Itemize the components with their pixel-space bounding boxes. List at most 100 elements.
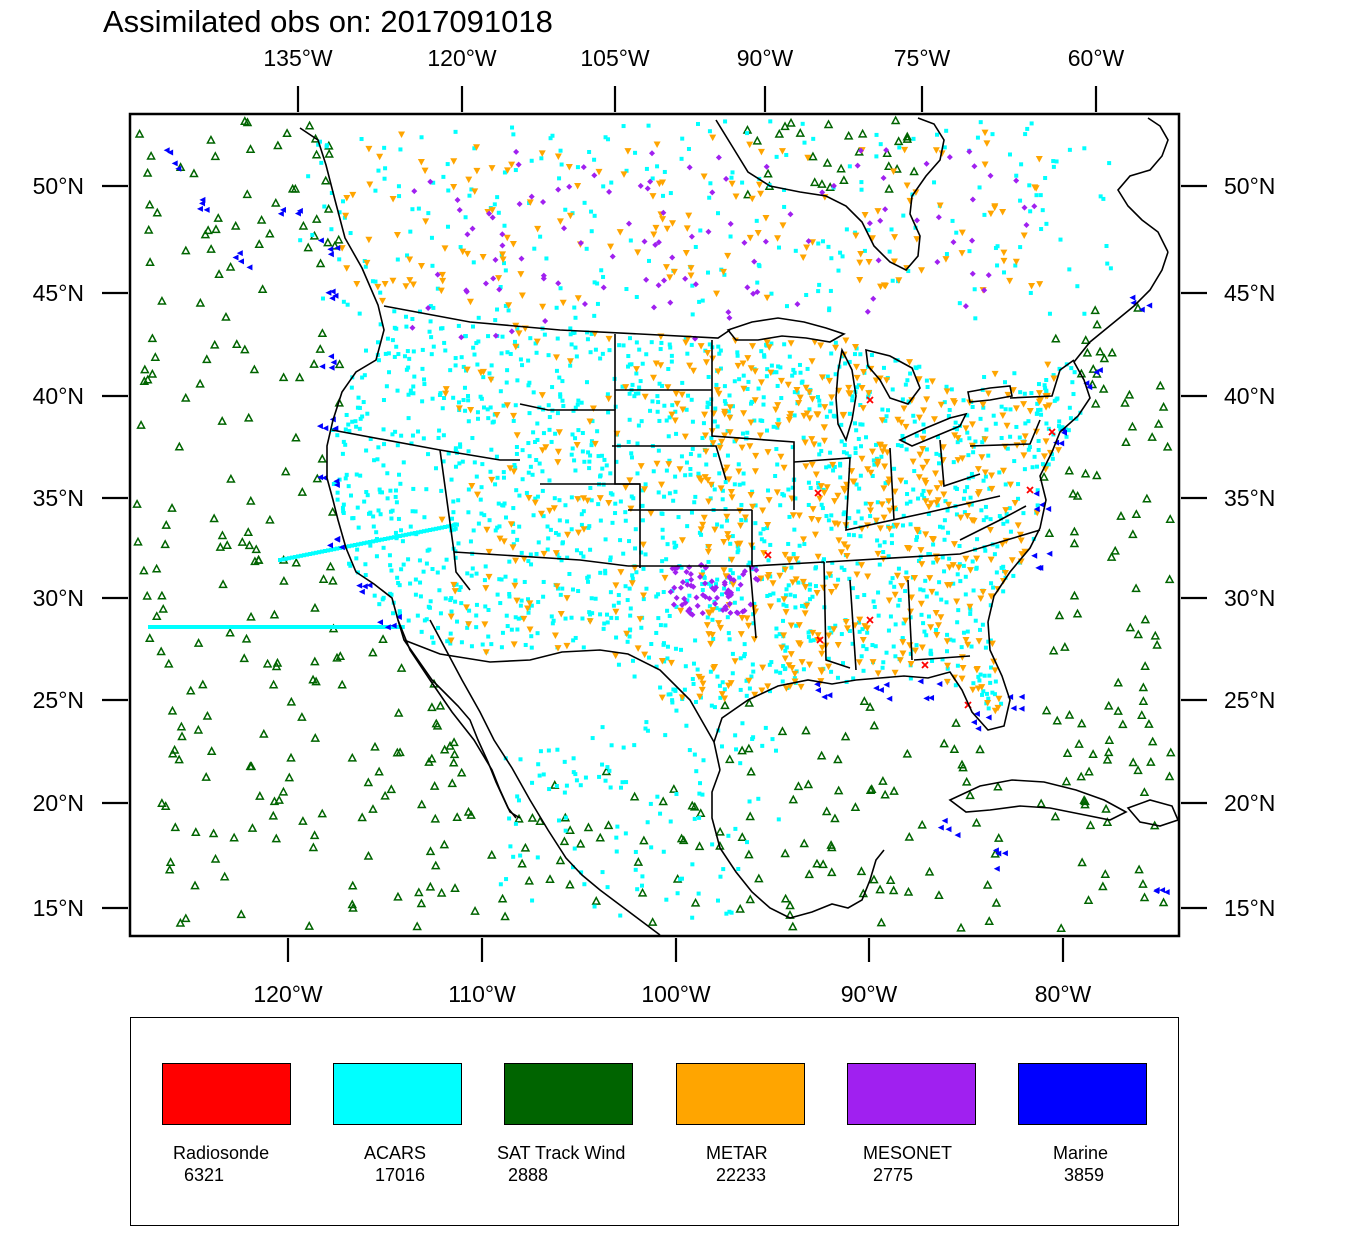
obs-dot bbox=[356, 395, 361, 400]
obs-dot bbox=[527, 411, 532, 416]
obs-dot bbox=[568, 363, 573, 368]
obs-dot bbox=[587, 459, 592, 464]
obs-dot bbox=[478, 394, 483, 399]
obs-triangle bbox=[147, 368, 158, 378]
obs-dot bbox=[940, 555, 945, 560]
obs-dot bbox=[667, 342, 672, 347]
obs-dot bbox=[874, 442, 879, 447]
obs-dot bbox=[380, 537, 384, 542]
obs-dot bbox=[319, 160, 324, 165]
obs-dot bbox=[383, 166, 388, 171]
obs-dot bbox=[728, 234, 733, 239]
obs-dot bbox=[394, 326, 399, 331]
obs-triangle bbox=[291, 432, 301, 442]
baja-coastline bbox=[397, 619, 521, 819]
obs-inverted-triangle bbox=[663, 225, 671, 233]
obs-triangle bbox=[144, 199, 155, 209]
obs-inverted-triangle bbox=[858, 384, 866, 392]
obs-triangle bbox=[265, 228, 275, 238]
obs-triangle bbox=[265, 514, 275, 524]
obs-inverted-triangle bbox=[781, 566, 789, 574]
obs-dot bbox=[739, 518, 744, 523]
obs-triangle bbox=[278, 786, 289, 796]
obs-dot bbox=[859, 187, 864, 192]
obs-dot bbox=[474, 341, 479, 346]
obs-dot bbox=[883, 418, 888, 423]
obs-dot bbox=[999, 436, 1004, 441]
obs-diamond bbox=[763, 163, 770, 170]
obs-dot bbox=[1034, 193, 1039, 198]
obs-diamond bbox=[513, 148, 520, 155]
obs-triangle bbox=[743, 189, 753, 199]
obs-triangle bbox=[412, 921, 422, 931]
obs-diamond bbox=[709, 189, 716, 196]
obs-dot bbox=[863, 501, 868, 506]
obs-dot bbox=[1008, 529, 1013, 534]
obs-dot bbox=[951, 581, 956, 586]
obs-triangle bbox=[347, 752, 358, 762]
obs-dot bbox=[469, 573, 474, 578]
obs-dot bbox=[851, 676, 856, 681]
obs-dot bbox=[707, 195, 712, 200]
state-border bbox=[907, 579, 913, 661]
obs-triangle bbox=[311, 676, 321, 686]
obs-inverted-triangle bbox=[707, 481, 715, 489]
obs-dot bbox=[874, 154, 879, 159]
obs-inverted-triangle bbox=[933, 557, 941, 565]
obs-dot bbox=[453, 446, 458, 451]
obs-dot bbox=[978, 120, 983, 125]
obs-dot bbox=[999, 701, 1004, 706]
obs-dot bbox=[443, 525, 447, 529]
obs-dot bbox=[697, 299, 702, 304]
obs-inverted-triangle bbox=[520, 615, 528, 623]
obs-triangle bbox=[1074, 738, 1084, 748]
obs-inverted-triangle bbox=[737, 522, 745, 530]
obs-inverted-triangle bbox=[934, 622, 942, 629]
obs-dot bbox=[742, 642, 747, 647]
obs-triangle bbox=[754, 873, 764, 883]
obs-dot bbox=[561, 403, 566, 408]
obs-dot bbox=[621, 551, 626, 556]
obs-dot bbox=[587, 149, 592, 154]
obs-dot bbox=[977, 185, 982, 190]
obs-dot bbox=[756, 796, 761, 801]
obs-dot bbox=[806, 630, 811, 635]
obs-triangle bbox=[164, 864, 175, 874]
obs-triangle bbox=[850, 802, 861, 812]
obs-inverted-triangle bbox=[711, 663, 719, 671]
obs-diamond bbox=[819, 189, 826, 196]
obs-dot bbox=[712, 453, 717, 458]
obs-dot bbox=[347, 429, 352, 434]
obs-dot bbox=[802, 542, 807, 547]
obs-dot bbox=[934, 591, 939, 596]
obs-dot bbox=[962, 510, 967, 515]
obs-dot bbox=[499, 577, 504, 582]
obs-inverted-triangle bbox=[724, 531, 732, 538]
obs-inverted-triangle bbox=[720, 538, 728, 546]
obs-dot bbox=[827, 625, 832, 630]
obs-inverted-triangle bbox=[551, 632, 559, 640]
obs-inverted-triangle bbox=[802, 384, 810, 392]
obs-diamond bbox=[866, 220, 873, 227]
obs-dot bbox=[358, 416, 363, 421]
obs-dot bbox=[897, 145, 902, 150]
obs-dot bbox=[901, 621, 906, 626]
obs-dot bbox=[601, 274, 606, 279]
obs-diamond bbox=[708, 578, 715, 585]
obs-dot bbox=[665, 542, 670, 547]
observation-points bbox=[132, 115, 1176, 933]
obs-dot bbox=[375, 625, 380, 629]
obs-dot bbox=[719, 592, 724, 597]
canada-east-coastline bbox=[1117, 117, 1169, 253]
obs-dot bbox=[987, 673, 992, 678]
obs-inverted-triangle bbox=[467, 407, 475, 414]
obs-inverted-triangle bbox=[927, 500, 935, 507]
obs-inverted-triangle bbox=[973, 555, 981, 563]
obs-diamond bbox=[697, 573, 704, 580]
obs-dot bbox=[730, 671, 735, 676]
obs-dot bbox=[826, 518, 831, 523]
obs-diamond bbox=[626, 220, 633, 227]
obs-dot bbox=[518, 357, 523, 362]
obs-triangle bbox=[429, 781, 440, 790]
obs-triangle bbox=[333, 234, 344, 244]
